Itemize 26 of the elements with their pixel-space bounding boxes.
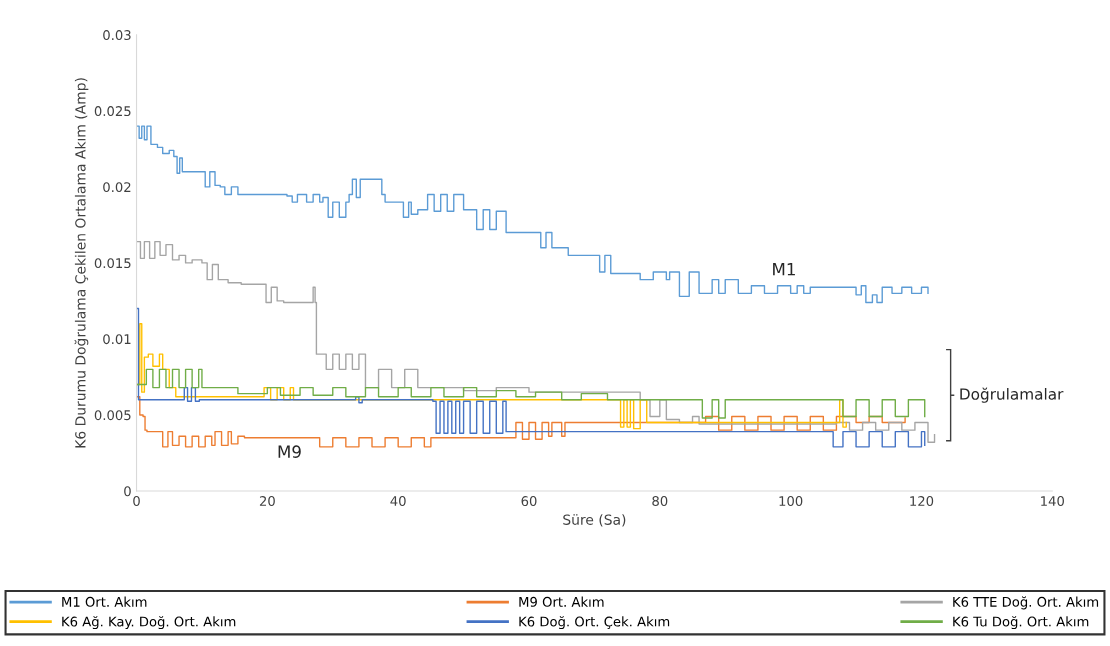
legend-label: M1 Ort. Akım xyxy=(62,596,147,607)
y-tick-label: 0.02 xyxy=(103,182,131,193)
x-tick-label: 120 xyxy=(910,496,934,507)
annotation: M9 xyxy=(278,445,301,458)
y-axis-title: K6 Durumu Doğrulama Çekilen Ortalama Akım (Amp) xyxy=(74,78,89,448)
y-tick-label: 0.01 xyxy=(103,334,131,345)
y-tick-label: 0 xyxy=(124,486,131,497)
x-tick-label: 40 xyxy=(390,496,406,507)
x-tick-label: 100 xyxy=(779,496,803,507)
y-tick-label: 0.005 xyxy=(94,410,131,421)
x-tick-label: 60 xyxy=(521,496,537,507)
x-tick-label: 140 xyxy=(1041,496,1064,507)
legend-label: K6 Doğ. Ort. Çek. Akım xyxy=(519,615,670,630)
y-tick-label: 0.025 xyxy=(94,106,131,117)
x-tick-label: 80 xyxy=(652,496,668,507)
legend-label: M9 Ort. Akım xyxy=(519,596,604,607)
annotation: M1 xyxy=(773,263,795,276)
y-tick-label: 0.015 xyxy=(94,258,131,269)
legend-label: K6 Ağ. Kay. Doğ. Ort. Akım xyxy=(62,615,236,630)
legend-label: K6 Tu Doğ. Ort. Akım xyxy=(953,615,1089,630)
annotation: Doğrulamalar xyxy=(960,387,1064,403)
y-tick-label: 0.03 xyxy=(103,30,131,41)
legend-label: K6 TTE Doğ. Ort. Akım xyxy=(953,596,1099,610)
x-axis-title: Süre (Sa) xyxy=(563,514,626,527)
x-tick-label: 20 xyxy=(259,496,275,507)
x-tick-label: 0 xyxy=(133,496,140,507)
